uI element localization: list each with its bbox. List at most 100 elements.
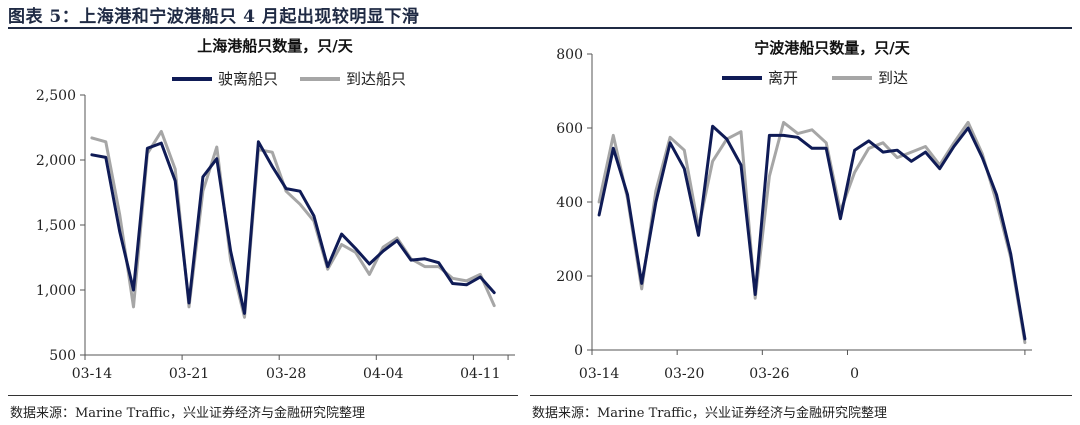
data-point — [797, 136, 799, 139]
x-tick-label: 03-20 — [664, 366, 704, 382]
source-note-left: 数据来源：Marine Traffic，兴业证券经济与金融研究院整理 — [10, 406, 365, 421]
data-point — [326, 265, 329, 268]
data-point — [285, 190, 287, 192]
data-point — [995, 193, 998, 196]
data-point — [326, 268, 329, 271]
data-point — [853, 171, 856, 174]
data-point — [967, 121, 969, 124]
data-point — [229, 250, 232, 252]
data-point — [910, 151, 913, 153]
data-point — [655, 190, 657, 192]
data-point — [382, 246, 385, 248]
x-tick-label: 03-14 — [72, 366, 112, 382]
data-point — [868, 140, 870, 142]
data-point — [924, 145, 927, 148]
data-point — [740, 130, 742, 133]
data-point — [368, 273, 371, 276]
data-point — [782, 121, 785, 124]
data-point — [598, 214, 600, 216]
data-point — [174, 180, 176, 182]
data-point — [340, 233, 343, 235]
data-point — [754, 293, 756, 296]
legend-label: 离开 — [768, 69, 798, 87]
x-tick-label: 03-26 — [749, 366, 789, 382]
x-tick-label: 03-28 — [266, 366, 306, 382]
data-point — [229, 259, 232, 261]
data-point — [479, 273, 482, 276]
title-rule — [8, 27, 1072, 29]
data-point — [626, 193, 629, 196]
data-point — [740, 164, 742, 166]
x-tick-label: 04-11 — [460, 366, 500, 382]
data-point — [216, 146, 218, 148]
data-point — [91, 154, 93, 156]
data-point — [754, 297, 756, 300]
series-line-2 — [90, 129, 496, 319]
data-point — [1024, 341, 1026, 344]
data-point — [726, 138, 728, 140]
data-point — [285, 187, 287, 190]
source-note-right: 数据来源：Marine Traffic，兴业证券经济与金融研究院整理 — [532, 406, 887, 421]
data-point — [118, 213, 121, 216]
chart-title: 上海港船只数量，只/天 — [197, 37, 353, 55]
data-point — [967, 127, 969, 129]
data-point — [825, 142, 827, 144]
data-point — [188, 306, 190, 308]
data-point — [612, 147, 615, 150]
data-point — [882, 142, 884, 144]
data-point — [299, 203, 301, 205]
data-point — [437, 261, 440, 264]
data-point — [797, 132, 799, 135]
data-point — [396, 239, 398, 242]
data-point — [132, 289, 135, 291]
data-point — [868, 147, 870, 150]
data-point — [271, 151, 274, 153]
data-point — [924, 151, 927, 153]
data-point — [640, 288, 643, 290]
x-tick-label: 03-14 — [579, 366, 619, 382]
data-point — [299, 190, 301, 192]
data-point — [938, 167, 941, 170]
y-tick-label: 0 — [574, 343, 583, 359]
data-point — [896, 149, 898, 151]
y-tick-label: 500 — [49, 348, 76, 364]
x-tick-label: 03-21 — [169, 366, 209, 382]
data-point — [174, 168, 176, 170]
data-point — [465, 280, 468, 282]
data-point — [896, 156, 898, 159]
data-point — [424, 265, 426, 268]
data-point — [437, 265, 440, 268]
data-point — [612, 134, 615, 137]
y-tick-label: 2,000 — [36, 153, 76, 169]
source-rule-left — [8, 395, 518, 396]
data-point — [340, 243, 343, 246]
series-line-1 — [90, 140, 496, 315]
data-point — [711, 125, 714, 127]
data-point — [811, 147, 813, 150]
legend-label: 驶离船只 — [218, 70, 278, 88]
ningbo-port-chart: 宁波港船只数量，只/天 0 200 400 600 800 03-14 03-20 03-26 0… — [556, 39, 1032, 382]
data-point — [882, 151, 884, 153]
y-tick-label: 2,500 — [36, 88, 76, 104]
data-point — [479, 276, 482, 278]
data-point — [146, 147, 149, 150]
data-point — [105, 141, 107, 143]
data-point — [396, 237, 398, 239]
data-point — [160, 142, 163, 144]
data-point — [711, 160, 714, 163]
data-point — [132, 306, 135, 308]
y-tick-label: 600 — [556, 121, 583, 137]
data-point — [451, 282, 454, 285]
data-point — [669, 142, 671, 144]
data-point — [410, 259, 412, 261]
data-point — [953, 142, 955, 144]
data-point — [451, 277, 454, 280]
data-point — [424, 258, 426, 260]
data-point — [953, 145, 955, 148]
data-point — [640, 282, 643, 285]
data-point — [655, 201, 657, 203]
data-point — [105, 156, 107, 159]
data-point — [697, 234, 700, 237]
data-point — [382, 250, 385, 252]
data-point — [216, 157, 218, 160]
